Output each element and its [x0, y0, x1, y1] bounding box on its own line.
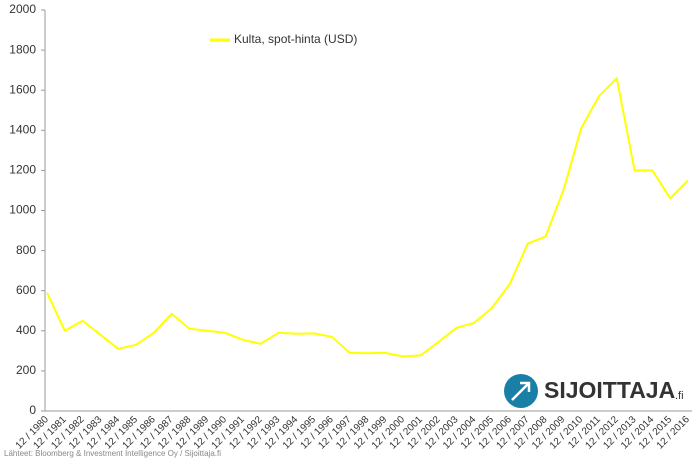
logo: SIJOITTAJA .fi: [504, 374, 684, 408]
logo-suffix: .fi: [675, 390, 684, 402]
y-tick-label: 1600: [9, 82, 36, 96]
y-tick-label: 1200: [9, 163, 36, 177]
y-tick-label: 0: [29, 403, 36, 417]
logo-arrow: [511, 381, 531, 401]
y-tick-label: 600: [16, 283, 36, 297]
y-tick-label: 1000: [9, 203, 36, 217]
logo-name: SIJOITTAJA: [544, 377, 675, 403]
y-tick-label: 800: [16, 243, 36, 257]
source: Lähteet: Bloomberg & Investment Intellig…: [4, 449, 221, 458]
y-tick-label: 1800: [9, 42, 36, 56]
y-tick-label: 200: [16, 363, 36, 377]
legend-label: Kulta, spot-hinta (USD): [234, 32, 357, 46]
line-series: [46, 77, 689, 358]
y-tick-label: 2000: [9, 2, 36, 16]
y-tick-label: 1400: [9, 122, 36, 136]
y-tick-label: 400: [16, 323, 36, 337]
